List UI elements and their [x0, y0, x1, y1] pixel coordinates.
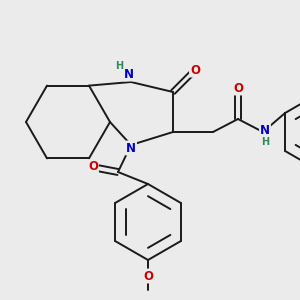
Text: H: H	[115, 61, 123, 71]
Text: H: H	[261, 137, 269, 147]
Text: O: O	[233, 82, 243, 94]
Text: N: N	[260, 124, 270, 136]
Text: O: O	[143, 269, 153, 283]
Text: O: O	[88, 160, 98, 173]
Text: N: N	[124, 68, 134, 80]
Text: N: N	[126, 142, 136, 154]
Text: O: O	[190, 64, 200, 76]
